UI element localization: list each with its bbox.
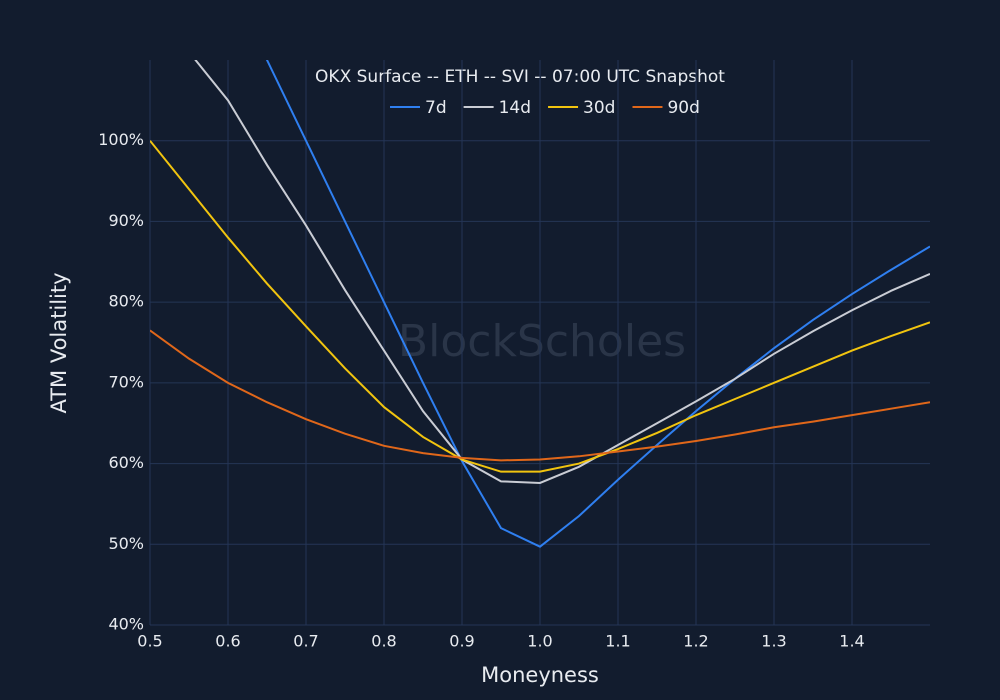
chart-title: OKX Surface -- ETH -- SVI -- 07:00 UTC S… bbox=[315, 67, 725, 87]
y-tick-label: 70% bbox=[108, 372, 144, 391]
y-tick-label: 90% bbox=[108, 211, 144, 230]
x-tick-label: 1.0 bbox=[527, 632, 552, 651]
series-line bbox=[265, 60, 930, 548]
series-line bbox=[194, 60, 930, 484]
legend-label: 30d bbox=[583, 98, 615, 118]
x-tick-label: 1.2 bbox=[683, 632, 708, 651]
grid bbox=[149, 60, 930, 626]
legend-label: 90d bbox=[667, 98, 699, 118]
y-axis-label: ATM Volatility bbox=[47, 272, 71, 413]
x-tick-label: 0.6 bbox=[215, 632, 240, 651]
series-line bbox=[150, 329, 930, 462]
x-tick-label: 0.9 bbox=[449, 632, 474, 651]
x-tick-label: 1.4 bbox=[839, 632, 864, 651]
x-tick-label: 1.1 bbox=[605, 632, 630, 651]
x-tick-label: 1.3 bbox=[761, 632, 786, 651]
y-tick-label: 80% bbox=[108, 292, 144, 311]
watermark: BlockScholes bbox=[398, 316, 686, 367]
series-line bbox=[150, 140, 930, 473]
x-tick-label: 0.7 bbox=[293, 632, 318, 651]
legend-label: 7d bbox=[425, 98, 447, 118]
legend-label: 14d bbox=[499, 98, 531, 118]
x-axis-label: Moneyness bbox=[481, 663, 599, 687]
y-tick-label: 50% bbox=[108, 534, 144, 553]
x-tick-label: 0.8 bbox=[371, 632, 396, 651]
lines bbox=[150, 60, 930, 548]
y-tick-label: 60% bbox=[108, 453, 144, 472]
y-tick-label: 40% bbox=[108, 615, 144, 634]
x-tick-label: 0.5 bbox=[137, 632, 162, 651]
y-tick-label: 100% bbox=[98, 130, 144, 149]
